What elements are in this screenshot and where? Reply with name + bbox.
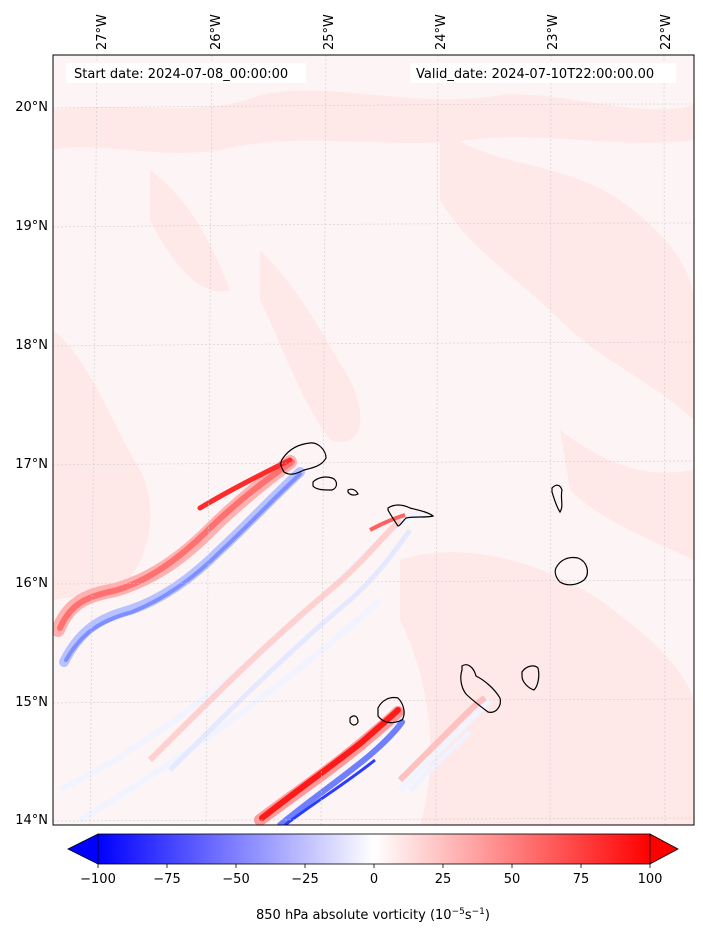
map-frame [52, 54, 695, 826]
valid-date-label: Valid_date: 2024-07-10T22:00:00.00 [416, 67, 654, 82]
lon-label-22w: 22°W [659, 14, 674, 50]
colorbar: −100 −75 −50 −25 0 25 50 75 100 850 hPa … [67, 833, 679, 923]
latitude-labels: 20°N 19°N 18°N 17°N 16°N 15°N 14°N [15, 100, 48, 828]
lat-label-15n: 15°N [15, 695, 48, 710]
island-santa-luzia [347, 488, 359, 496]
cb-tick-label: 100 [638, 872, 663, 887]
colorbar-max-extend [649, 833, 679, 865]
island-santiago [460, 664, 501, 713]
longitude-labels: 27°W 26°W 25°W 24°W 23°W 22°W [95, 14, 674, 50]
lat-label-14n: 14°N [15, 813, 48, 828]
lon-label-24w: 24°W [434, 14, 449, 50]
lat-label-18n: 18°N [15, 338, 48, 353]
colorbar-label: 850 hPa absolute vorticity (10−5s−1) [256, 907, 490, 923]
cb-tick-label: −25 [291, 872, 318, 887]
island-boa-vista [554, 556, 588, 586]
lon-label-26w: 26°W [209, 14, 224, 50]
graticule [53, 55, 694, 825]
lon-label-25w: 25°W [322, 14, 337, 50]
island-maio [521, 665, 540, 691]
start-date-label: Start date: 2024-07-08_00:00:00 [74, 67, 288, 82]
cb-tick-label: −100 [80, 872, 116, 887]
island-sao-nicolau [387, 504, 435, 527]
cb-tick-label: 50 [504, 872, 521, 887]
cb-tick-label: 0 [370, 872, 378, 887]
island-sal [551, 484, 563, 514]
island-sao-vicente [312, 476, 338, 491]
start-date-box [66, 63, 306, 83]
island-santo-antao [280, 442, 327, 475]
cb-tick-label: 25 [435, 872, 452, 887]
colorbar-min-extend [67, 833, 99, 865]
lat-label-19n: 19°N [15, 219, 48, 234]
cb-tick-label: −50 [222, 872, 249, 887]
island-outlines [280, 442, 588, 726]
cb-tick-label: 75 [573, 872, 590, 887]
lon-label-23w: 23°W [546, 14, 561, 50]
sao-nicolau-wake [147, 513, 413, 772]
island-fogo [377, 696, 405, 724]
colorbar-gradient [97, 833, 651, 865]
lon-label-27w: 27°W [95, 14, 110, 50]
map-panel: Start date: 2024-07-08_00:00:00 Valid_da… [53, 55, 694, 825]
island-brava [349, 715, 359, 726]
colorbar-tick-labels: −100 −75 −50 −25 0 25 50 75 100 [80, 872, 662, 887]
fogo-wake [254, 706, 405, 825]
weak-positive-vorticity-patches [53, 90, 694, 825]
santo-antao-wake [53, 455, 305, 667]
lat-label-17n: 17°N [15, 457, 48, 472]
colorbar-ticks [97, 864, 651, 868]
lat-label-16n: 16°N [15, 576, 48, 591]
valid-date-box [410, 63, 676, 83]
cb-tick-label: −75 [153, 872, 180, 887]
lat-label-20n: 20°N [15, 100, 48, 115]
